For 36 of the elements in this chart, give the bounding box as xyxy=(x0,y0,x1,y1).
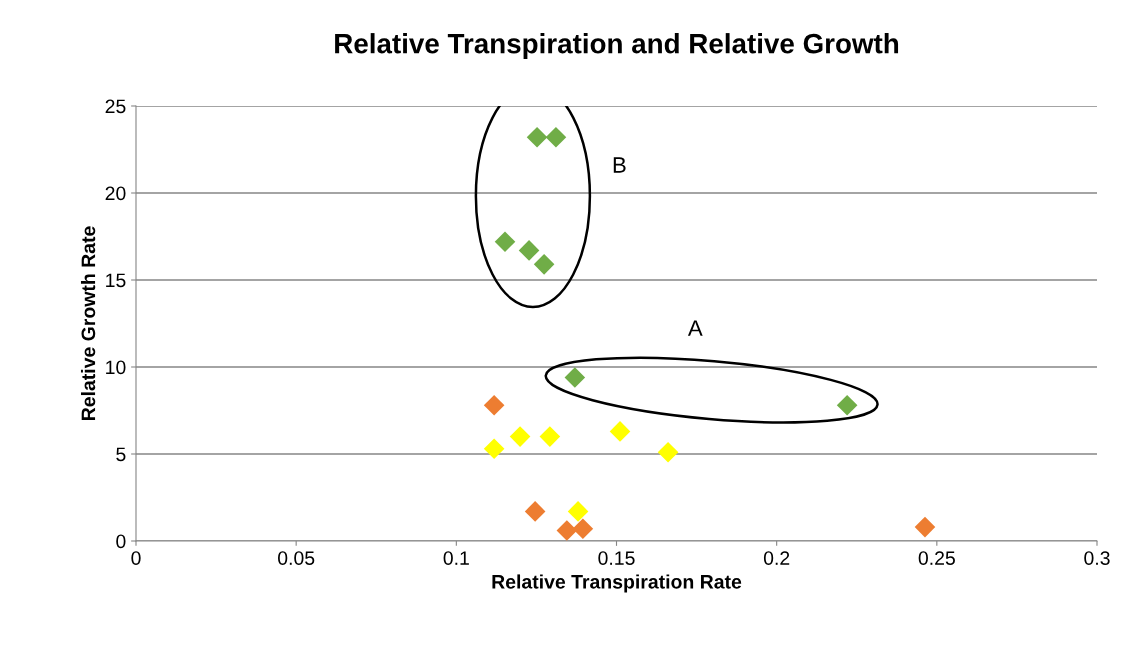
x-tick-label: 0.3 xyxy=(1084,551,1110,565)
point xyxy=(572,518,594,540)
y-tick-label: 5 xyxy=(116,447,126,462)
point xyxy=(545,127,567,148)
point xyxy=(483,438,505,460)
annotation: A xyxy=(687,320,703,336)
point xyxy=(657,441,679,463)
y-tick-label: 25 xyxy=(105,99,126,114)
annotation: B xyxy=(613,157,626,173)
point xyxy=(509,426,531,447)
x-tick-label: 0 xyxy=(131,551,141,565)
x-axis-title: Relative Transpiration Rate xyxy=(492,574,742,593)
point xyxy=(483,394,505,416)
chart-title: Relative Transpiration and Relative Growth xyxy=(335,33,899,59)
y-tick-label: 20 xyxy=(105,186,126,201)
y-tick-label: 10 xyxy=(106,360,126,375)
x-tick-label: 0.15 xyxy=(598,551,635,565)
point xyxy=(836,394,858,416)
y-tick-label: 0 xyxy=(116,534,126,549)
point xyxy=(914,516,936,538)
point xyxy=(564,367,586,388)
y-axis-title: Relative Growth Rate xyxy=(80,226,96,420)
point xyxy=(533,254,555,275)
point xyxy=(518,240,540,261)
point xyxy=(539,426,561,447)
x-tick-label: 0.25 xyxy=(918,551,955,565)
y-tick-label: 15 xyxy=(106,273,126,288)
x-tick-label: 0.05 xyxy=(278,551,315,565)
point xyxy=(494,231,516,253)
point xyxy=(556,520,578,541)
point xyxy=(609,421,631,442)
x-tick-label: 0.2 xyxy=(763,551,790,565)
point xyxy=(524,501,546,522)
point xyxy=(567,501,589,522)
x-tick-label: 0.1 xyxy=(443,551,469,565)
point xyxy=(526,127,548,148)
